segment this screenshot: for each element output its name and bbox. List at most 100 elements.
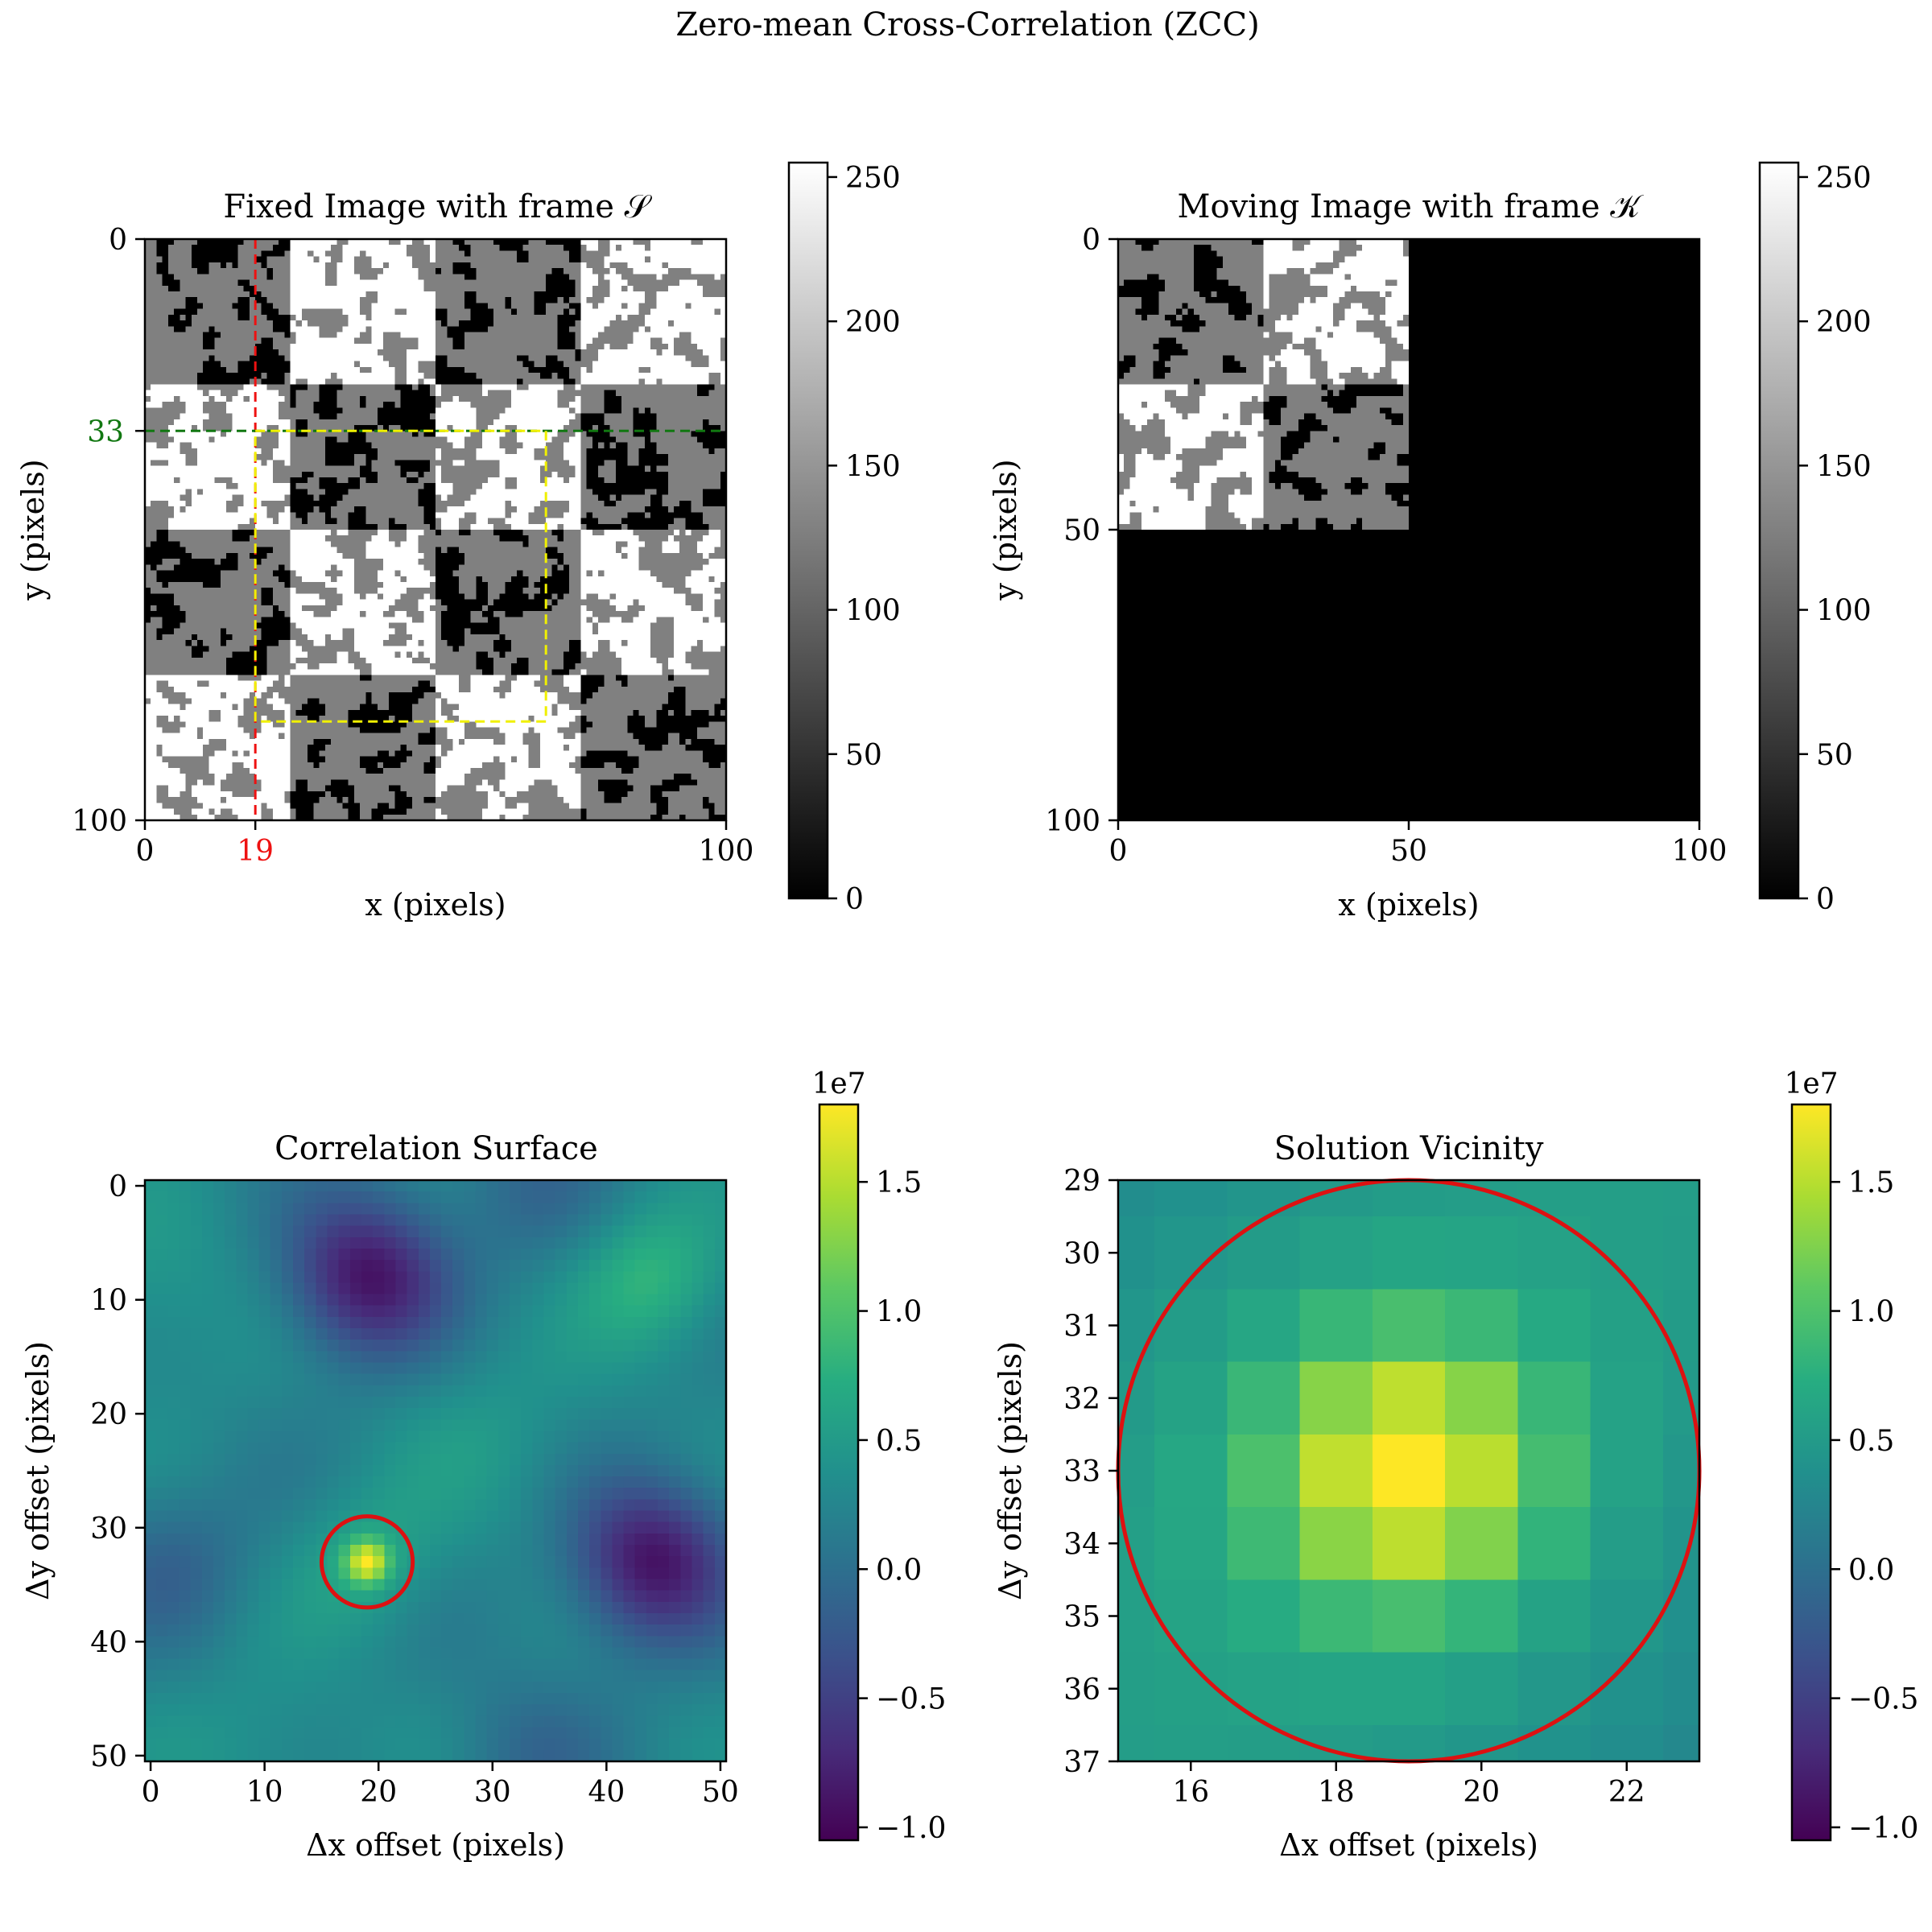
pixel — [261, 431, 267, 437]
pixel — [464, 279, 471, 286]
pixel — [284, 454, 291, 460]
pixel — [301, 541, 308, 547]
pixel — [196, 332, 204, 338]
pixel — [586, 373, 592, 379]
pixel — [586, 366, 592, 374]
pixel — [220, 460, 227, 466]
pixel — [557, 378, 564, 385]
pixel — [365, 581, 372, 588]
pixel — [517, 431, 523, 437]
pixel — [598, 361, 605, 367]
pixel — [464, 581, 471, 588]
pixel — [644, 378, 651, 385]
pixel — [279, 262, 285, 269]
pixel — [650, 349, 657, 356]
pixel — [481, 291, 488, 298]
pixel — [551, 494, 558, 501]
pixel — [203, 285, 209, 291]
pixel — [394, 576, 401, 582]
pixel — [598, 279, 605, 286]
pixel — [249, 471, 256, 478]
pixel — [174, 390, 180, 396]
pixel — [691, 303, 697, 309]
pixel — [429, 279, 436, 286]
pixel — [674, 268, 680, 275]
pixel — [180, 378, 186, 385]
pixel — [272, 337, 279, 344]
pixel — [365, 245, 372, 251]
pixel — [674, 285, 680, 291]
pixel — [720, 279, 726, 286]
pixel — [360, 407, 366, 414]
pixel — [627, 460, 634, 466]
pixel — [406, 256, 413, 262]
pixel — [708, 291, 715, 298]
pixel — [604, 419, 610, 426]
pixel — [394, 361, 401, 367]
pixel — [534, 465, 540, 472]
pixel — [557, 547, 564, 553]
pixel — [546, 262, 552, 269]
pixel — [290, 581, 296, 588]
pixel — [638, 378, 645, 385]
pixel — [691, 448, 697, 455]
pixel — [151, 343, 157, 350]
pixel — [720, 541, 726, 547]
pixel — [174, 460, 180, 466]
pixel — [429, 588, 436, 594]
pixel — [674, 245, 680, 251]
pixel — [255, 332, 262, 338]
pixel — [505, 413, 511, 419]
pixel — [528, 436, 535, 443]
pixel — [237, 245, 244, 251]
pixel — [295, 588, 302, 594]
pixel — [458, 390, 465, 396]
pixel — [423, 523, 430, 530]
pixel — [429, 326, 436, 332]
pixel — [377, 564, 384, 571]
pixel — [493, 442, 500, 448]
pixel — [447, 477, 453, 484]
pixel — [452, 465, 459, 472]
pixel — [214, 390, 221, 396]
pixel — [691, 559, 697, 565]
pixel — [203, 291, 209, 298]
pixel — [522, 337, 529, 344]
pixel — [510, 343, 518, 350]
pixel — [371, 390, 378, 396]
pixel — [569, 512, 576, 518]
pixel — [162, 442, 168, 448]
pixel — [546, 320, 552, 327]
pixel — [324, 541, 332, 547]
pixel — [191, 373, 197, 379]
pixel — [180, 355, 186, 361]
pixel — [464, 402, 471, 408]
pixel — [429, 471, 436, 478]
pixel — [510, 523, 518, 530]
pixel — [167, 483, 175, 489]
pixel — [295, 343, 302, 350]
pixel — [353, 460, 361, 466]
pixel — [371, 588, 378, 594]
pixel — [272, 291, 279, 298]
pixel — [167, 581, 175, 588]
pixel — [353, 390, 361, 396]
pixel — [522, 314, 529, 321]
pixel — [714, 262, 720, 269]
pixel — [499, 413, 506, 419]
pixel — [272, 297, 279, 303]
pixel — [598, 535, 605, 542]
pixel — [203, 494, 209, 501]
pixel — [656, 552, 663, 559]
pixel — [156, 442, 163, 448]
pixel — [313, 378, 320, 385]
pixel — [249, 559, 256, 565]
pixel — [429, 413, 436, 419]
pixel — [331, 588, 337, 594]
pixel — [575, 523, 581, 530]
pixel — [214, 477, 221, 484]
pixel — [528, 564, 535, 571]
pixel — [394, 285, 401, 291]
pixel — [266, 454, 273, 460]
pixel — [151, 373, 157, 379]
